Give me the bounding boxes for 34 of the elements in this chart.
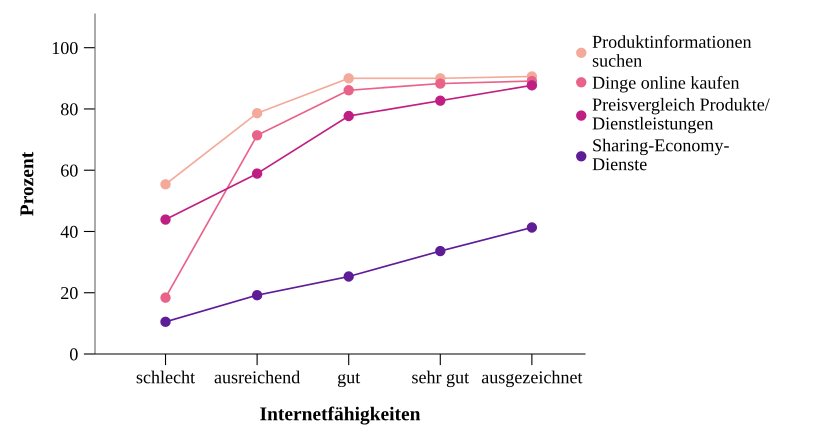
point	[160, 214, 171, 225]
legend-label: Dinge online kaufen	[592, 76, 740, 92]
x-axis-title: Internetfähigkeiten	[260, 406, 420, 425]
point	[160, 316, 171, 328]
point	[435, 95, 446, 106]
point	[435, 78, 446, 89]
y-tick-label: 100	[52, 42, 78, 54]
point	[526, 222, 538, 233]
point	[435, 246, 446, 256]
point	[252, 108, 262, 118]
point	[252, 290, 262, 300]
x-tick-label: ausreichend	[214, 370, 300, 384]
x-tick-label: gut	[338, 372, 360, 388]
y-tick-label: 60	[61, 164, 78, 177]
point	[343, 271, 354, 282]
y-tick-label: 20	[61, 286, 78, 300]
y-tick-label: 80	[60, 103, 78, 116]
point	[160, 292, 171, 303]
x-tick-label: sehr gut	[412, 370, 470, 388]
y-tick-label: 0	[70, 348, 78, 360]
point	[252, 168, 262, 179]
point	[343, 110, 354, 122]
point	[343, 85, 354, 96]
point	[160, 179, 171, 190]
x-tick-label: schlecht	[136, 370, 195, 384]
x-tick-label: ausgezeichnet	[482, 370, 582, 388]
legend-label: Preisvergleich Produkte/ Dienstleistungen	[592, 98, 770, 134]
point	[526, 80, 538, 91]
legend-label: Produktinformationen suchen	[592, 35, 752, 67]
point	[252, 130, 262, 141]
point	[343, 73, 354, 84]
legend-label: Sharing-Economy- Dienste	[592, 138, 729, 170]
y-tick-label: 40	[60, 226, 78, 238]
y-axis-title: Prozent	[20, 152, 34, 216]
